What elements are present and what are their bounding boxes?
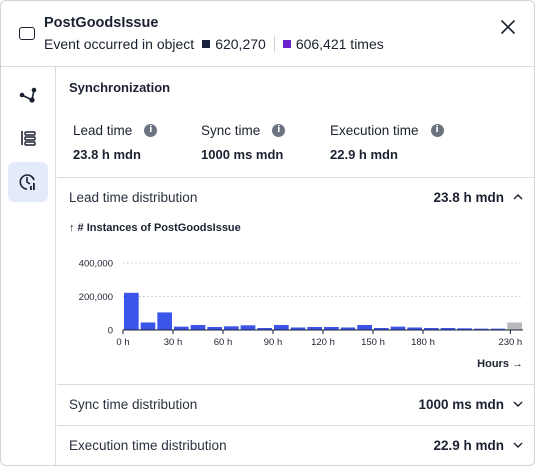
histogram-bar[interactable] [440, 327, 456, 330]
x-tick-label: 230 h [498, 337, 522, 348]
histogram-bar[interactable] [174, 326, 189, 330]
event-title: PostGoodsIssue [44, 15, 159, 31]
histogram-bar[interactable] [140, 322, 156, 330]
clock-chart-icon [19, 174, 35, 190]
row-value: 1000 ms mdn [418, 397, 504, 412]
histogram-bar[interactable] [490, 328, 506, 330]
info-icon[interactable]: i [144, 124, 158, 137]
lead-time-distribution-section: Lead time distribution 23.8 h mdn [57, 177, 534, 385]
y-tick-label: 400,000 [79, 259, 113, 270]
histogram-bar[interactable] [274, 324, 289, 330]
row-value: 23.8 h mdn [433, 190, 504, 205]
y-tick-label: 0 [108, 326, 113, 337]
row-label: Execution time distribution [69, 438, 227, 453]
histogram-bar[interactable] [324, 326, 339, 330]
histogram-bar[interactable] [424, 327, 439, 330]
metric-label: Lead time [73, 123, 133, 138]
sync-time-distribution-row[interactable]: Sync time distribution 1000 ms mdn [57, 384, 534, 424]
subtitle-text: Event occurred in object [44, 36, 195, 52]
histogram-bar[interactable] [224, 326, 239, 330]
times-count: 606,421 times [295, 36, 384, 52]
close-icon[interactable] [498, 18, 518, 38]
row-label: Sync time distribution [69, 397, 198, 412]
main-content: Synchronization Lead time i 23.8 h mdn Sy… [57, 67, 534, 465]
sidebar-item-synchronization[interactable] [8, 162, 48, 202]
histogram-bar[interactable] [457, 328, 472, 330]
x-tick-label: 180 h [411, 337, 435, 348]
object-count: 620,270 [215, 36, 266, 52]
chart-title: ↑ # Instances of PostGoodsIssue [69, 222, 241, 234]
histogram-bar[interactable] [124, 292, 139, 330]
histogram-bar[interactable] [374, 327, 389, 330]
row-label: Lead time distribution [69, 190, 198, 205]
histogram-bar[interactable] [157, 312, 172, 330]
histogram-bar[interactable] [290, 327, 306, 330]
histogram-bar[interactable] [190, 324, 206, 330]
metric-value: 23.8 h mdn [73, 147, 141, 162]
histogram-bar[interactable] [407, 327, 422, 330]
sidebar-item-list[interactable] [8, 118, 48, 158]
x-tick-label: 30 h [164, 337, 183, 348]
chevron-down-icon [513, 442, 523, 448]
histogram-bar[interactable] [257, 327, 272, 330]
histogram-bar[interactable] [357, 324, 372, 330]
times-legend-square [282, 40, 291, 48]
histogram-bar[interactable] [207, 326, 222, 330]
object-icon [19, 27, 35, 40]
divider [273, 36, 275, 52]
execution-time-distribution-row[interactable]: Execution time distribution 22.9 h mdn [57, 425, 534, 465]
panel-header: PostGoodsIssue Event occurred in object … [1, 1, 534, 67]
x-tick-label: 150 h [361, 337, 385, 348]
section-title: Synchronization [69, 80, 171, 95]
x-tick-label: 60 h [214, 337, 233, 348]
metric-lead-time: Lead time i 23.8 h mdn [73, 123, 158, 162]
y-tick-label: 200,000 [79, 292, 113, 303]
x-axis-label: Hours → [477, 358, 523, 370]
histogram-bar[interactable] [340, 327, 356, 330]
histogram-bar[interactable] [474, 328, 489, 330]
metric-execution-time: Execution time i 22.9 h mdn [330, 123, 444, 162]
lead-time-distribution-header[interactable]: Lead time distribution 23.8 h mdn [57, 178, 534, 218]
chevron-down-icon [513, 401, 523, 407]
histogram-bar[interactable] [240, 325, 256, 330]
metric-value: 1000 ms mdn [201, 147, 284, 162]
sidebar-item-graph[interactable] [8, 76, 48, 116]
info-icon[interactable]: i [272, 124, 286, 137]
metric-value: 22.9 h mdn [330, 147, 398, 162]
histogram-overflow-bar[interactable] [507, 322, 522, 330]
x-tick-label: 0 h [116, 337, 129, 348]
histogram-bar[interactable] [390, 326, 406, 330]
x-tick-label: 90 h [264, 337, 283, 348]
graph-icon [19, 87, 37, 103]
metric-label: Execution time [330, 123, 419, 138]
metric-sync-time: Sync time i 1000 ms mdn [201, 123, 286, 162]
x-tick-label: 120 h [311, 337, 335, 348]
row-value: 22.9 h mdn [433, 438, 504, 453]
objects-legend-square [202, 40, 211, 48]
event-subtitle: Event occurred in object 620,270 606,421… [44, 36, 384, 52]
chevron-up-icon [513, 194, 523, 200]
lead-time-histogram: 0 200,000 400,000 0 h 30 h 60 h 90 h 120 h 150 h… [79, 259, 523, 348]
sidebar [1, 67, 56, 465]
list-icon [21, 131, 36, 146]
info-icon[interactable]: i [430, 124, 444, 137]
metric-label: Sync time [201, 123, 261, 138]
histogram-bar[interactable] [307, 326, 322, 330]
